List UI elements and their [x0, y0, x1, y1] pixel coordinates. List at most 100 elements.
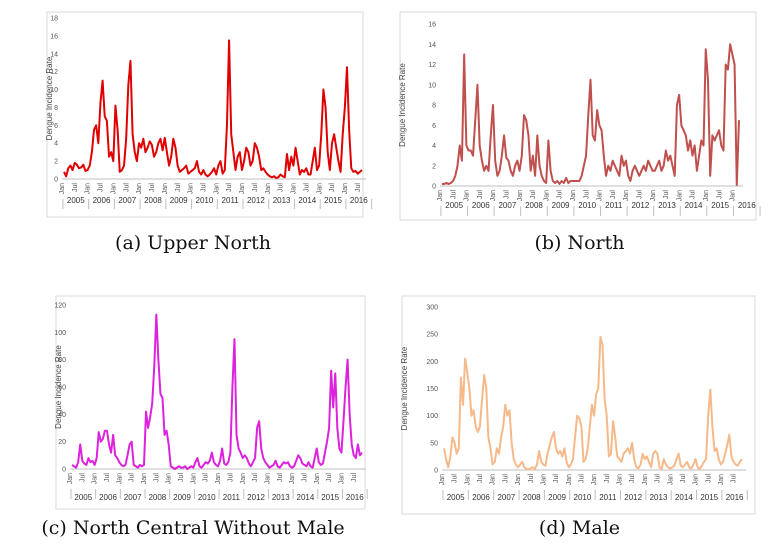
x-tick-label: Jul — [153, 473, 160, 482]
x-tick-label: Jan — [166, 473, 173, 484]
year-label: 2005 — [74, 493, 92, 502]
year-label: 2005 — [447, 493, 465, 502]
chart-frame — [46, 11, 364, 218]
year-label: 2012 — [631, 201, 649, 210]
year-label: 2011 — [223, 493, 241, 502]
x-tick-label: Jul — [104, 473, 111, 482]
year-label: 2015 — [324, 196, 342, 205]
year-label: 2016 — [726, 493, 744, 502]
year-label: 2009 — [170, 196, 188, 205]
panel-male: 0 50 100 150 200 250 300 Dengue Incidence Rate J… — [386, 274, 773, 548]
y-tick-label: 12 — [50, 69, 58, 76]
x-tick-label: Jan — [67, 473, 74, 484]
y-tick-label: 80 — [58, 357, 66, 364]
series-line — [443, 335, 743, 471]
x-tick-label: Jul — [716, 190, 723, 199]
y-tick-label: 120 — [54, 303, 66, 310]
y-tick-label: 14 — [428, 42, 436, 49]
x-tick-label: Jan — [517, 190, 524, 201]
x-tick-label: Jan — [570, 190, 577, 201]
x-tick-label: Jan — [338, 473, 345, 484]
x-tick-label: Jan — [642, 474, 649, 485]
x-tick-label: Jul — [557, 190, 564, 199]
year-label: 2011 — [599, 493, 617, 502]
y-tick-label: 250 — [426, 332, 438, 339]
x-tick-label: Jan — [464, 190, 471, 201]
x-tick-label: Jul — [655, 474, 662, 483]
x-tick-label: Jan — [617, 474, 624, 485]
x-tick-label: Jul — [203, 473, 210, 482]
x-tick-label: Jan — [676, 190, 683, 201]
x-tick-label: Jan — [543, 190, 550, 201]
y-tick-label: 12 — [428, 62, 436, 69]
x-tick-label: Jan — [291, 183, 298, 194]
y-tick-label: 0 — [432, 184, 436, 191]
year-label: 2005 — [445, 201, 463, 210]
x-tick-label: Jul — [72, 183, 79, 192]
x-tick-label: Jan — [730, 190, 737, 201]
year-label: 2012 — [247, 493, 265, 502]
x-tick-label: Jul — [477, 190, 484, 199]
x-tick-label: Jul — [690, 190, 697, 199]
chart-group: 0 2 4 6 8 10 12 14 16 18 Dengue Incidence Rate Jan J… — [45, 11, 373, 218]
y-tick-label: 4 — [54, 141, 58, 148]
chart-male: 0 50 100 150 200 250 300 Dengue Incidence Rate J… — [400, 295, 756, 515]
x-tick-label: Jul — [636, 190, 643, 199]
x-tick-label: Jan — [264, 473, 271, 484]
x-tick-label: Jan — [591, 474, 598, 485]
panel-north: 0 2 4 6 8 10 12 14 16 Dengue Incidence Rate Jan Jul… — [386, 0, 773, 274]
x-tick-label: Jul — [227, 473, 234, 482]
y-tick-label: 10 — [428, 82, 436, 89]
year-label: 2013 — [273, 196, 291, 205]
y-tick-label: 60 — [58, 385, 66, 392]
year-label: 2008 — [148, 493, 166, 502]
year-label: 2013 — [658, 201, 676, 210]
x-tick-label: Jan — [439, 474, 446, 485]
chart-group: 0 2 4 6 8 10 12 14 16 Dengue Incidence Rate Jan Jul… — [398, 11, 761, 221]
x-tick-label: Jan — [314, 473, 321, 484]
x-tick-label: Jul — [303, 183, 310, 192]
x-tick-label: Jan — [464, 474, 471, 485]
x-tick-label: Jul — [355, 183, 362, 192]
y-tick-label: 50 — [430, 440, 438, 447]
chart-frame — [399, 11, 757, 221]
x-tick-label: Jan — [703, 190, 710, 201]
year-label: 2015 — [321, 493, 339, 502]
caption-upper-north: (a) Upper North — [115, 232, 271, 254]
x-tick-label: Jan — [215, 473, 222, 484]
chart-north: 0 2 4 6 8 10 12 14 16 Dengue Incidence Rate Jan Jul… — [398, 11, 761, 221]
x-tick-label: Jan — [116, 473, 123, 484]
year-label: 2012 — [624, 493, 642, 502]
x-tick-label: Jul — [663, 190, 670, 199]
chart-group: 0 20 40 60 80 100 120 Dengue Incidence Rate Jan J… — [54, 295, 368, 510]
x-tick-label: Jan — [92, 473, 99, 484]
year-label: 2010 — [578, 201, 596, 210]
y-axis-label: Dengue Incidence Rate — [398, 63, 407, 147]
x-tick-label: Jul — [705, 474, 712, 483]
y-tick-label: 300 — [426, 305, 438, 312]
y-axis-label: Dengue Incidence Rate — [45, 56, 54, 140]
x-tick-label: Jan — [515, 474, 522, 485]
x-tick-label: Jul — [578, 474, 585, 483]
x-tick-label: Jul — [178, 473, 185, 482]
x-tick-label: Jan — [437, 190, 444, 201]
year-label: 2016 — [738, 201, 756, 210]
y-tick-label: 16 — [50, 33, 58, 40]
year-label: 2006 — [99, 493, 117, 502]
chart-upper-north: 0 2 4 6 8 10 12 14 16 18 Dengue Incidence Rate Jan J… — [45, 11, 373, 218]
x-tick-label: Jan — [110, 183, 117, 194]
y-tick-label: 100 — [426, 413, 438, 420]
x-tick-label: Jul — [226, 183, 233, 192]
y-tick-label: 2 — [432, 163, 436, 170]
caption-north-central: (c) North Central Without Male — [41, 517, 345, 539]
year-label: 2013 — [650, 493, 668, 502]
year-label: 2015 — [711, 201, 729, 210]
y-tick-label: 0 — [434, 468, 438, 475]
x-tick-label: Jan — [239, 183, 246, 194]
year-label: 2014 — [297, 493, 315, 502]
panel-upper-north: 0 2 4 6 8 10 12 14 16 18 Dengue Incidence Rate Jan J… — [0, 0, 386, 274]
year-label: 2009 — [173, 493, 191, 502]
x-tick-label: Jul — [277, 473, 284, 482]
x-tick-label: Jan — [718, 474, 725, 485]
y-tick-label: 150 — [426, 386, 438, 393]
